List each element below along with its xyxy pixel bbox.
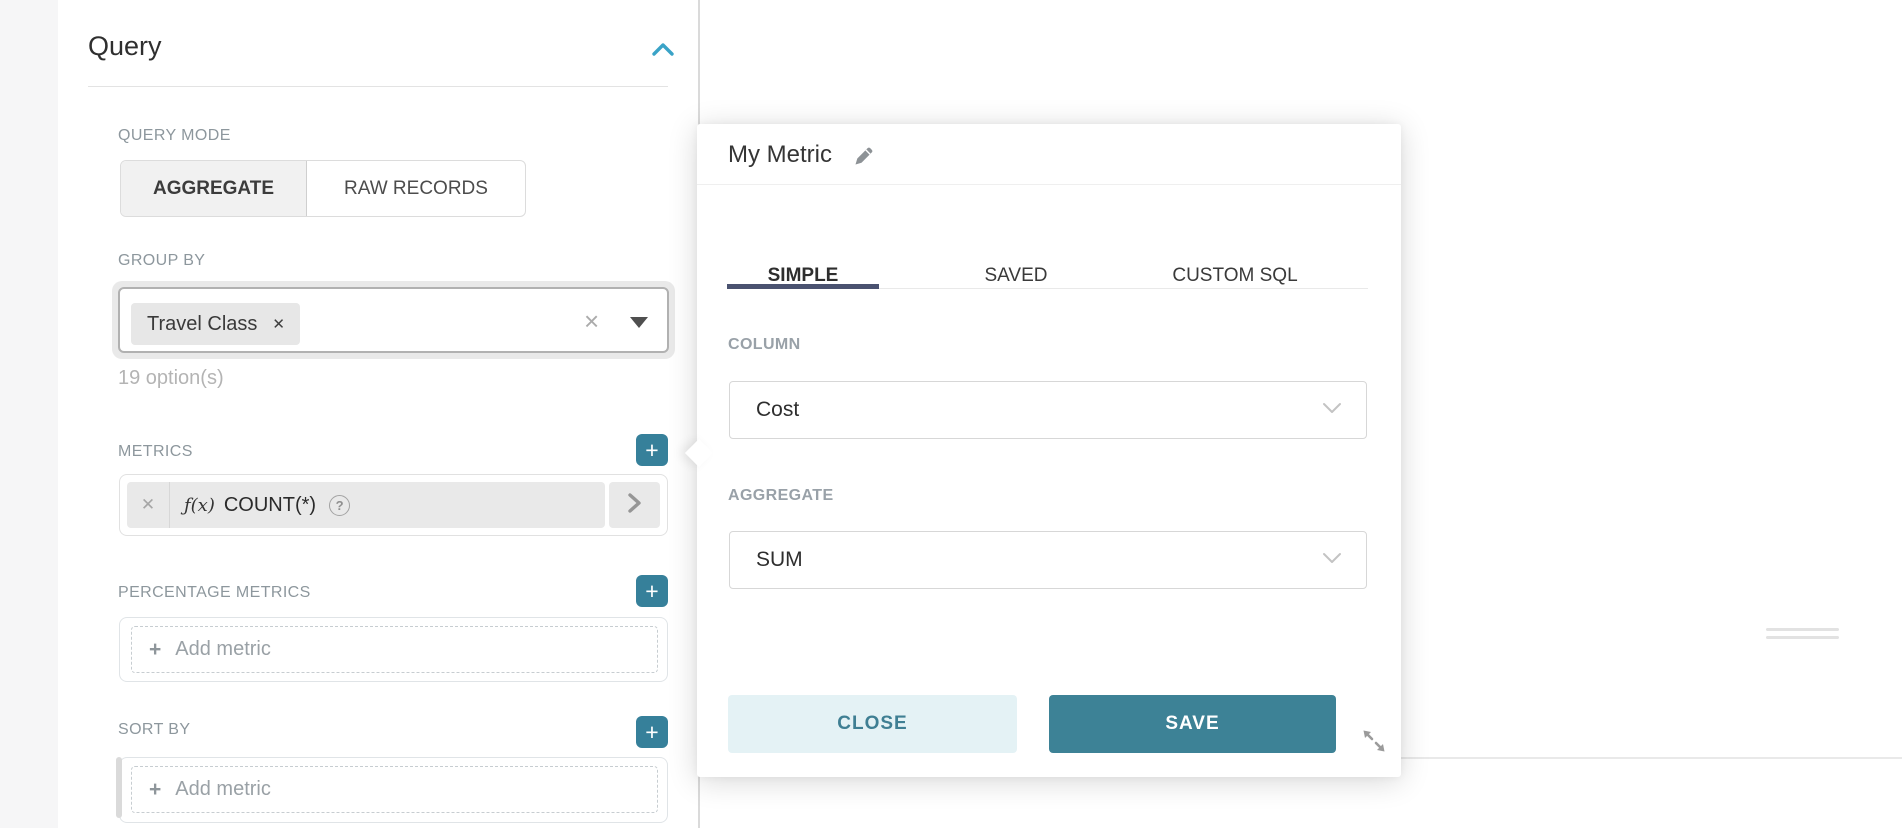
tag-remove-icon[interactable]: ✕ — [272, 316, 285, 333]
group-by-tag-label: Travel Class — [147, 312, 258, 335]
select-clear-icon[interactable]: × — [584, 306, 600, 336]
left-gutter — [0, 0, 58, 828]
panel-scrollbar-thumb[interactable] — [116, 757, 122, 818]
group-by-tag[interactable]: Travel Class ✕ — [131, 303, 300, 345]
add-sort-metric-button[interactable]: + — [636, 716, 668, 748]
column-label: COLUMN — [728, 336, 801, 353]
plus-icon: + — [645, 436, 659, 463]
add-metric-placeholder: Add metric — [175, 638, 271, 660]
plus-icon: + — [645, 577, 659, 604]
group-by-label: GROUP BY — [118, 252, 206, 269]
add-metric-placeholder: Add metric — [175, 778, 271, 800]
resize-drag-handle-bar[interactable] — [1766, 628, 1839, 631]
query-mode-raw-records-button[interactable]: RAW RECORDS — [344, 177, 488, 199]
metric-help-icon[interactable]: ? — [329, 494, 351, 516]
sort-by-label: SORT BY — [118, 721, 191, 738]
chevron-up-icon — [648, 43, 678, 66]
popover-tabs: SIMPLE SAVED CUSTOM SQL — [727, 185, 1368, 289]
metrics-label: METRICS — [118, 443, 193, 460]
metric-remove-icon[interactable]: ✕ — [127, 482, 170, 528]
add-metric-button[interactable]: + — [636, 434, 668, 466]
aggregate-select-value: SUM — [756, 548, 803, 571]
metric-edit-popover: My Metric SIMPLE SAVED CUSTOM SQL COLUMN… — [697, 124, 1401, 777]
percentage-metric-dropzone[interactable]: + Add metric — [119, 617, 668, 682]
select-caret-down-icon[interactable] — [630, 317, 648, 328]
close-button[interactable]: CLOSE — [728, 695, 1017, 753]
aggregate-select[interactable]: SUM — [729, 531, 1367, 589]
column-select[interactable]: Cost — [729, 381, 1367, 439]
plus-icon: + — [645, 718, 659, 745]
plus-icon: + — [149, 777, 162, 801]
query-mode-segmented-control: AGGREGATE RAW RECORDS — [120, 160, 526, 217]
metric-pill[interactable]: ✕ ƒ(x) COUNT(*) ? — [127, 482, 605, 528]
chevron-right-icon — [627, 491, 642, 520]
adhoc-metric-fx-icon: ƒ(x) — [184, 494, 215, 516]
column-select-value: Cost — [756, 398, 800, 421]
tab-saved[interactable]: SAVED — [984, 265, 1048, 286]
plus-icon: + — [149, 637, 162, 661]
save-button[interactable]: SAVE — [1049, 695, 1336, 753]
group-by-options-hint: 19 option(s) — [118, 367, 224, 389]
add-metric-placeholder-box: + Add metric — [131, 626, 658, 673]
active-tab-underline — [727, 284, 879, 289]
query-section-title: Query — [88, 31, 162, 61]
section-divider — [88, 86, 668, 87]
edit-title-pencil-icon[interactable] — [852, 144, 876, 173]
tab-custom-sql[interactable]: CUSTOM SQL — [1172, 265, 1298, 286]
metric-expression: COUNT(*) — [223, 493, 317, 516]
aggregate-label: AGGREGATE — [728, 487, 834, 504]
metric-expand-control[interactable] — [609, 482, 660, 528]
add-percentage-metric-button[interactable]: + — [636, 575, 668, 607]
chevron-down-icon — [1322, 551, 1342, 569]
chevron-down-icon — [1322, 401, 1342, 419]
popover-title: My Metric — [728, 141, 832, 168]
sort-by-dropzone[interactable]: + Add metric — [119, 757, 668, 823]
query-mode-aggregate-button[interactable]: AGGREGATE — [121, 161, 307, 216]
resize-drag-handle-bar[interactable] — [1766, 636, 1839, 639]
popover-header: My Metric — [697, 124, 1401, 185]
query-mode-label: QUERY MODE — [118, 127, 231, 144]
add-metric-placeholder-box: + Add metric — [131, 766, 658, 813]
tab-simple[interactable]: SIMPLE — [767, 265, 839, 286]
popover-resize-icon[interactable] — [1360, 727, 1388, 755]
collapse-section-button[interactable] — [648, 38, 678, 62]
percentage-metrics-label: PERCENTAGE METRICS — [118, 584, 311, 601]
